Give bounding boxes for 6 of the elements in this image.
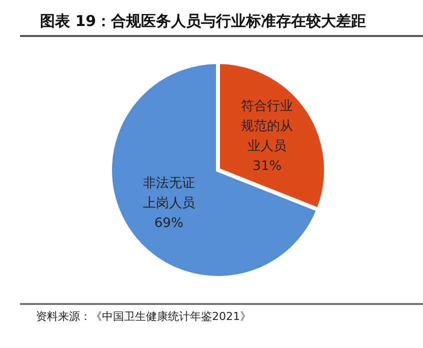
- text: 资料来源：《中国卫生健康统计年鉴2021》: [36, 309, 252, 324]
- chart-title: 图表 19：合规医务人员与行业标准存在较大差距: [20, 8, 423, 37]
- slice-label: 符合行业规范的从业人员: [241, 99, 294, 154]
- data-label: 69%: [154, 216, 184, 231]
- data-label: 31%: [252, 159, 282, 174]
- slice-label: 非法无证上岗人员: [142, 176, 195, 211]
